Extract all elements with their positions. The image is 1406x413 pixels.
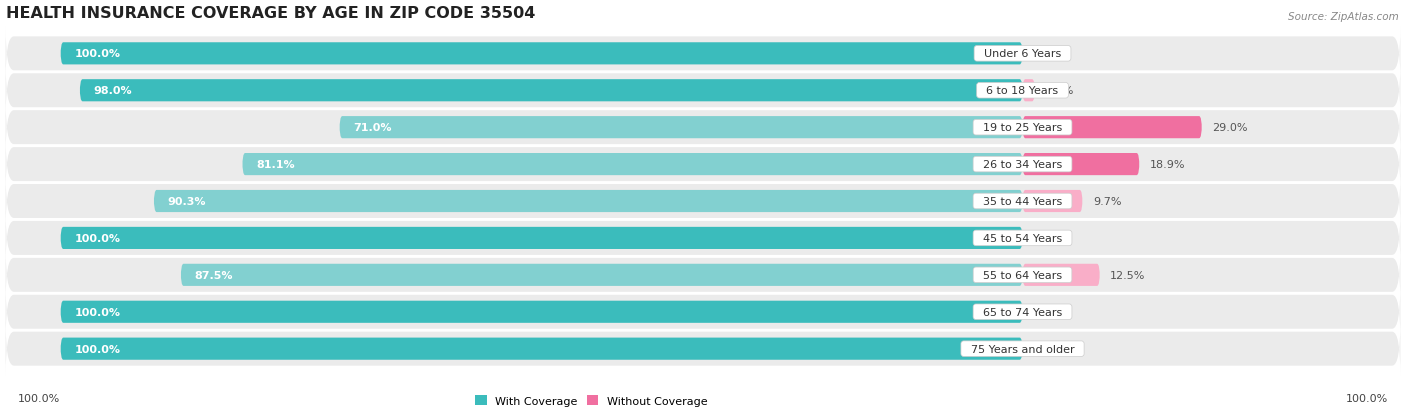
FancyBboxPatch shape [1022,190,1083,213]
Text: 2.0%: 2.0% [1045,86,1074,96]
Text: 26 to 34 Years: 26 to 34 Years [976,160,1069,170]
FancyBboxPatch shape [1022,154,1139,176]
Text: 19 to 25 Years: 19 to 25 Years [976,123,1069,133]
Text: 0.0%: 0.0% [1033,233,1062,243]
Text: 0.0%: 0.0% [1033,49,1062,59]
Text: 75 Years and older: 75 Years and older [963,344,1081,354]
Text: 100.0%: 100.0% [75,49,121,59]
FancyBboxPatch shape [6,285,1400,339]
Text: 29.0%: 29.0% [1212,123,1247,133]
Text: 9.7%: 9.7% [1092,197,1122,206]
Text: 0.0%: 0.0% [1033,307,1062,317]
Text: 100.0%: 100.0% [1346,393,1388,403]
Text: 71.0%: 71.0% [353,123,392,133]
FancyBboxPatch shape [6,138,1400,192]
Text: 100.0%: 100.0% [75,233,121,243]
Text: 98.0%: 98.0% [94,86,132,96]
Legend: With Coverage, Without Coverage: With Coverage, Without Coverage [471,391,711,411]
Text: HEALTH INSURANCE COVERAGE BY AGE IN ZIP CODE 35504: HEALTH INSURANCE COVERAGE BY AGE IN ZIP … [6,5,534,21]
FancyBboxPatch shape [60,43,1022,65]
FancyBboxPatch shape [339,117,1022,139]
FancyBboxPatch shape [60,227,1022,249]
Text: 90.3%: 90.3% [167,197,207,206]
FancyBboxPatch shape [6,101,1400,155]
Text: 81.1%: 81.1% [256,160,295,170]
Text: 87.5%: 87.5% [194,270,233,280]
FancyBboxPatch shape [6,27,1400,81]
FancyBboxPatch shape [153,190,1022,213]
FancyBboxPatch shape [60,338,1022,360]
FancyBboxPatch shape [1022,117,1202,139]
Text: Source: ZipAtlas.com: Source: ZipAtlas.com [1288,12,1399,22]
FancyBboxPatch shape [6,174,1400,229]
FancyBboxPatch shape [6,248,1400,302]
Text: 100.0%: 100.0% [75,344,121,354]
FancyBboxPatch shape [6,322,1400,376]
FancyBboxPatch shape [1022,264,1099,286]
FancyBboxPatch shape [181,264,1022,286]
Text: Under 6 Years: Under 6 Years [977,49,1069,59]
FancyBboxPatch shape [1022,80,1035,102]
FancyBboxPatch shape [6,211,1400,266]
FancyBboxPatch shape [242,154,1022,176]
Text: 12.5%: 12.5% [1111,270,1146,280]
Text: 55 to 64 Years: 55 to 64 Years [976,270,1069,280]
Text: 18.9%: 18.9% [1150,160,1185,170]
Text: 65 to 74 Years: 65 to 74 Years [976,307,1069,317]
Text: 100.0%: 100.0% [75,307,121,317]
Text: 6 to 18 Years: 6 to 18 Years [980,86,1066,96]
Text: 100.0%: 100.0% [18,393,60,403]
Text: 0.0%: 0.0% [1033,344,1062,354]
FancyBboxPatch shape [80,80,1022,102]
Text: 45 to 54 Years: 45 to 54 Years [976,233,1069,243]
Text: 35 to 44 Years: 35 to 44 Years [976,197,1069,206]
FancyBboxPatch shape [60,301,1022,323]
FancyBboxPatch shape [6,64,1400,118]
